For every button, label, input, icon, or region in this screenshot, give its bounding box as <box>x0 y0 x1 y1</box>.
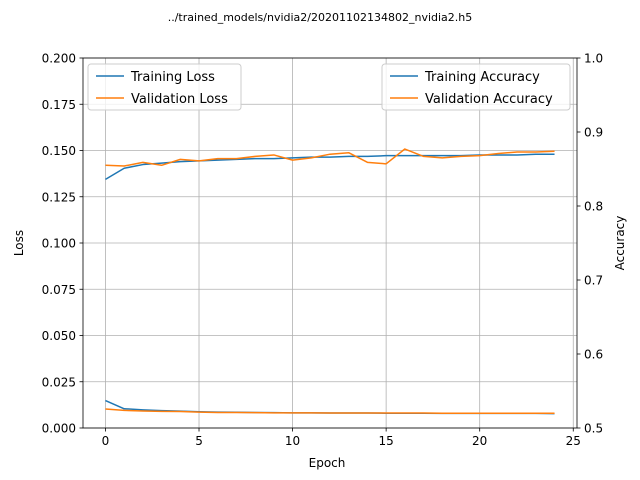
y-left-tick-label: 0.150 <box>42 144 76 158</box>
x-tick-label: 25 <box>566 434 581 448</box>
y-left-tick-label: 0.200 <box>42 52 76 66</box>
x-tick-label: 10 <box>285 434 300 448</box>
y-left-tick-label: 0.100 <box>42 237 76 251</box>
legend-validation-accuracy-label: Validation Accuracy <box>425 92 553 107</box>
x-axis-label: Epoch <box>309 456 346 470</box>
x-tick-label: 15 <box>378 434 393 448</box>
y-left-tick-label: 0.000 <box>42 422 76 436</box>
y-right-tick-label: 0.9 <box>584 126 603 140</box>
y-right-tick-label: 0.5 <box>584 422 603 436</box>
legend-validation-loss-label: Validation Loss <box>131 92 228 107</box>
legend-accuracy: Training Accuracy Validation Accuracy <box>381 63 571 111</box>
chart-title: ../trained_models/nvidia2/20201102134802… <box>168 11 473 24</box>
y-left-tick-label: 0.075 <box>42 283 76 297</box>
x-tick-label: 20 <box>472 434 487 448</box>
y-right-tick-label: 0.6 <box>584 348 603 362</box>
legend-loss-box <box>87 63 242 111</box>
grid <box>83 57 577 429</box>
y-axis-left-label: Loss <box>12 230 26 256</box>
ticks: 0 5 10 15 20 25 0.000 0.025 0.050 0.075 0.100 0.125… <box>42 52 603 449</box>
y-left-tick-label: 0.025 <box>42 375 76 389</box>
legend-loss: Training Loss Validation Loss <box>87 63 242 111</box>
y-left-tick-label: 0.175 <box>42 98 76 112</box>
y-left-tick-label: 0.050 <box>42 329 76 343</box>
legend-accuracy-box <box>381 63 571 111</box>
y-left-tick-label: 0.125 <box>42 190 76 204</box>
x-tick-label: 0 <box>102 434 110 448</box>
series-layer <box>105 148 555 415</box>
legend-training-loss-label: Training Loss <box>130 70 215 85</box>
x-tick-label: 5 <box>195 434 203 448</box>
y-right-tick-label: 0.7 <box>584 274 603 288</box>
validation-loss-line <box>105 408 555 414</box>
y-axis-right-label: Accuracy <box>613 216 627 271</box>
y-right-tick-label: 0.8 <box>584 200 603 214</box>
training-accuracy-line <box>105 153 555 181</box>
validation-accuracy-line <box>105 148 555 167</box>
legend-training-accuracy-label: Training Accuracy <box>424 70 540 85</box>
y-right-tick-label: 1.0 <box>584 52 603 66</box>
